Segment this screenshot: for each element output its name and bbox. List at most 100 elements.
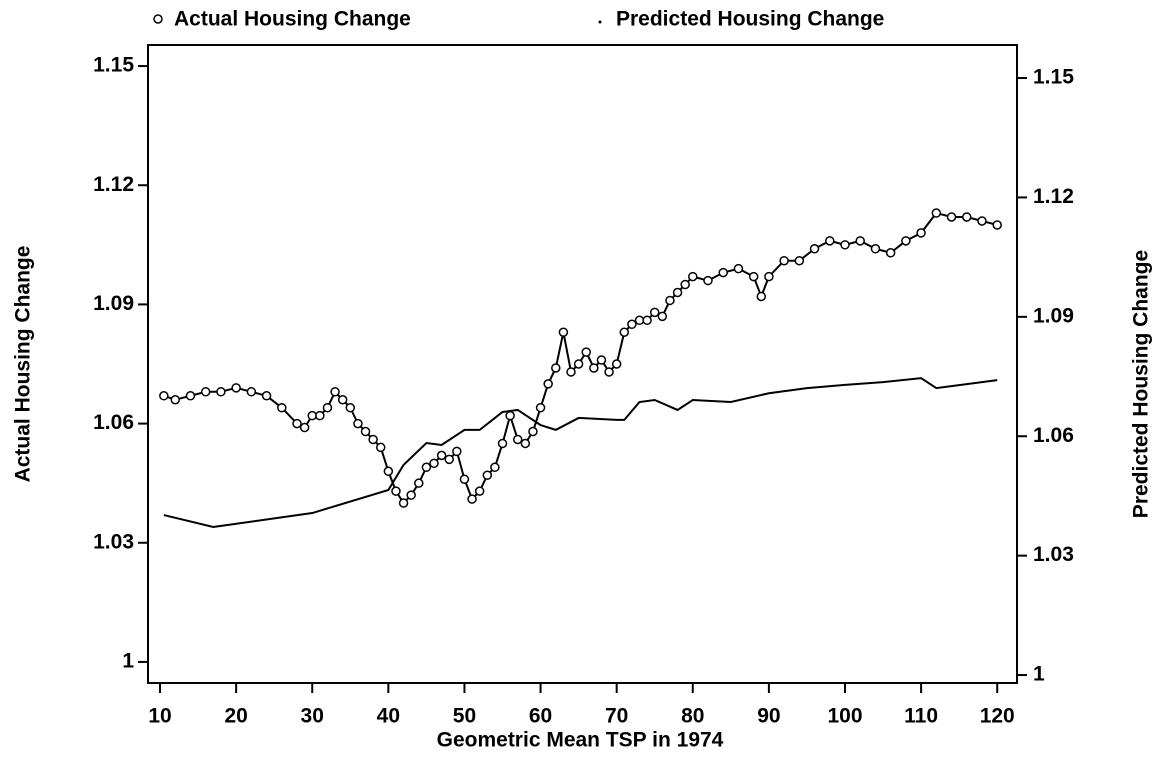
data-point (733, 263, 744, 274)
data-point (383, 466, 394, 477)
data-point (825, 236, 835, 246)
legend-label: Predicted Housing Change (616, 8, 884, 31)
data-point (185, 391, 196, 401)
data-point (337, 395, 348, 405)
data-point (307, 410, 317, 421)
data-point (840, 240, 850, 250)
x-tick-label: 10 (148, 705, 171, 728)
data-point (962, 212, 972, 222)
data-point (680, 279, 690, 290)
data-point (931, 208, 942, 218)
data-point (573, 359, 584, 369)
data-point (200, 387, 211, 397)
data-point (505, 410, 515, 421)
y-axis-label: Actual Housing Change (12, 246, 35, 483)
data-point (672, 287, 683, 298)
data-point (642, 315, 652, 326)
data-point (231, 383, 241, 393)
y2-tick-label: 1.09 (1033, 304, 1074, 327)
data-point (512, 434, 523, 445)
series-line (163, 211, 998, 505)
x-tick-label: 120 (980, 705, 1015, 728)
y2-tick-label: 1.03 (1033, 543, 1074, 566)
data-point (322, 402, 333, 413)
data-point (330, 387, 340, 397)
data-point (855, 236, 865, 246)
data-point (299, 422, 310, 433)
data-point (474, 486, 485, 496)
data-point (414, 478, 424, 488)
data-point (543, 379, 553, 389)
legend-symbol (153, 14, 163, 24)
x-tick-label: 80 (681, 705, 704, 728)
x-tick-label: 90 (757, 705, 780, 728)
x-tick-label: 40 (377, 705, 400, 728)
data-point (353, 418, 363, 429)
legend-label: Actual Housing Change (174, 8, 411, 31)
data-point (756, 291, 767, 302)
data-point (794, 255, 805, 266)
data-point (467, 494, 477, 504)
y-tick-label: 1 (122, 649, 134, 672)
x-tick-label: 110 (904, 705, 938, 728)
data-point (246, 387, 257, 397)
data-point (444, 454, 454, 465)
data-point (870, 244, 881, 254)
data-point (216, 387, 226, 397)
x-tick-label: 70 (605, 705, 628, 728)
data-point (482, 470, 493, 480)
data-point (159, 391, 169, 401)
data-point (429, 458, 439, 469)
legend-symbol (598, 20, 602, 24)
y-tick-label: 1.12 (93, 173, 134, 196)
data-point (345, 402, 356, 413)
data-point (764, 271, 774, 282)
data-point (977, 216, 987, 226)
data-point (657, 311, 668, 322)
data-point (391, 486, 401, 496)
data-point (490, 462, 500, 473)
x-tick-label: 50 (453, 705, 476, 728)
data-point (649, 307, 660, 318)
y2-tick-label: 1 (1033, 663, 1045, 686)
plot-frame (147, 44, 1018, 684)
data-point (452, 446, 462, 457)
data-point (558, 327, 569, 337)
data-point (315, 410, 325, 421)
y-tick-label: 1.09 (93, 292, 134, 315)
data-point (520, 438, 531, 449)
data-point (497, 438, 508, 449)
data-point (528, 426, 538, 437)
data-point (360, 426, 371, 437)
data-point (885, 248, 896, 258)
y-tick-label: 1.03 (93, 530, 134, 553)
data-point (992, 220, 1002, 230)
data-point (421, 462, 432, 473)
y-tick-label: 1.06 (93, 411, 134, 434)
data-point (551, 363, 561, 373)
x-tick-label: 100 (827, 705, 862, 728)
data-point (459, 474, 470, 484)
data-point (718, 267, 728, 278)
data-point (779, 255, 789, 266)
y2-tick-label: 1.06 (1033, 424, 1074, 447)
data-point (688, 271, 698, 282)
data-point (292, 418, 302, 429)
data-point (634, 315, 645, 326)
data-point (566, 367, 576, 377)
data-point (703, 275, 713, 286)
data-point (398, 498, 409, 508)
data-point (665, 295, 675, 306)
data-point (604, 367, 614, 377)
series-line (163, 377, 998, 528)
data-point (596, 355, 607, 365)
data-point (436, 450, 447, 461)
data-point (901, 236, 911, 246)
data-point (277, 402, 287, 413)
x-axis-label: Geometric Mean TSP in 1974 (437, 729, 724, 752)
data-point (589, 363, 599, 373)
data-point (535, 402, 546, 413)
data-point (368, 434, 378, 445)
data-point (619, 327, 630, 337)
